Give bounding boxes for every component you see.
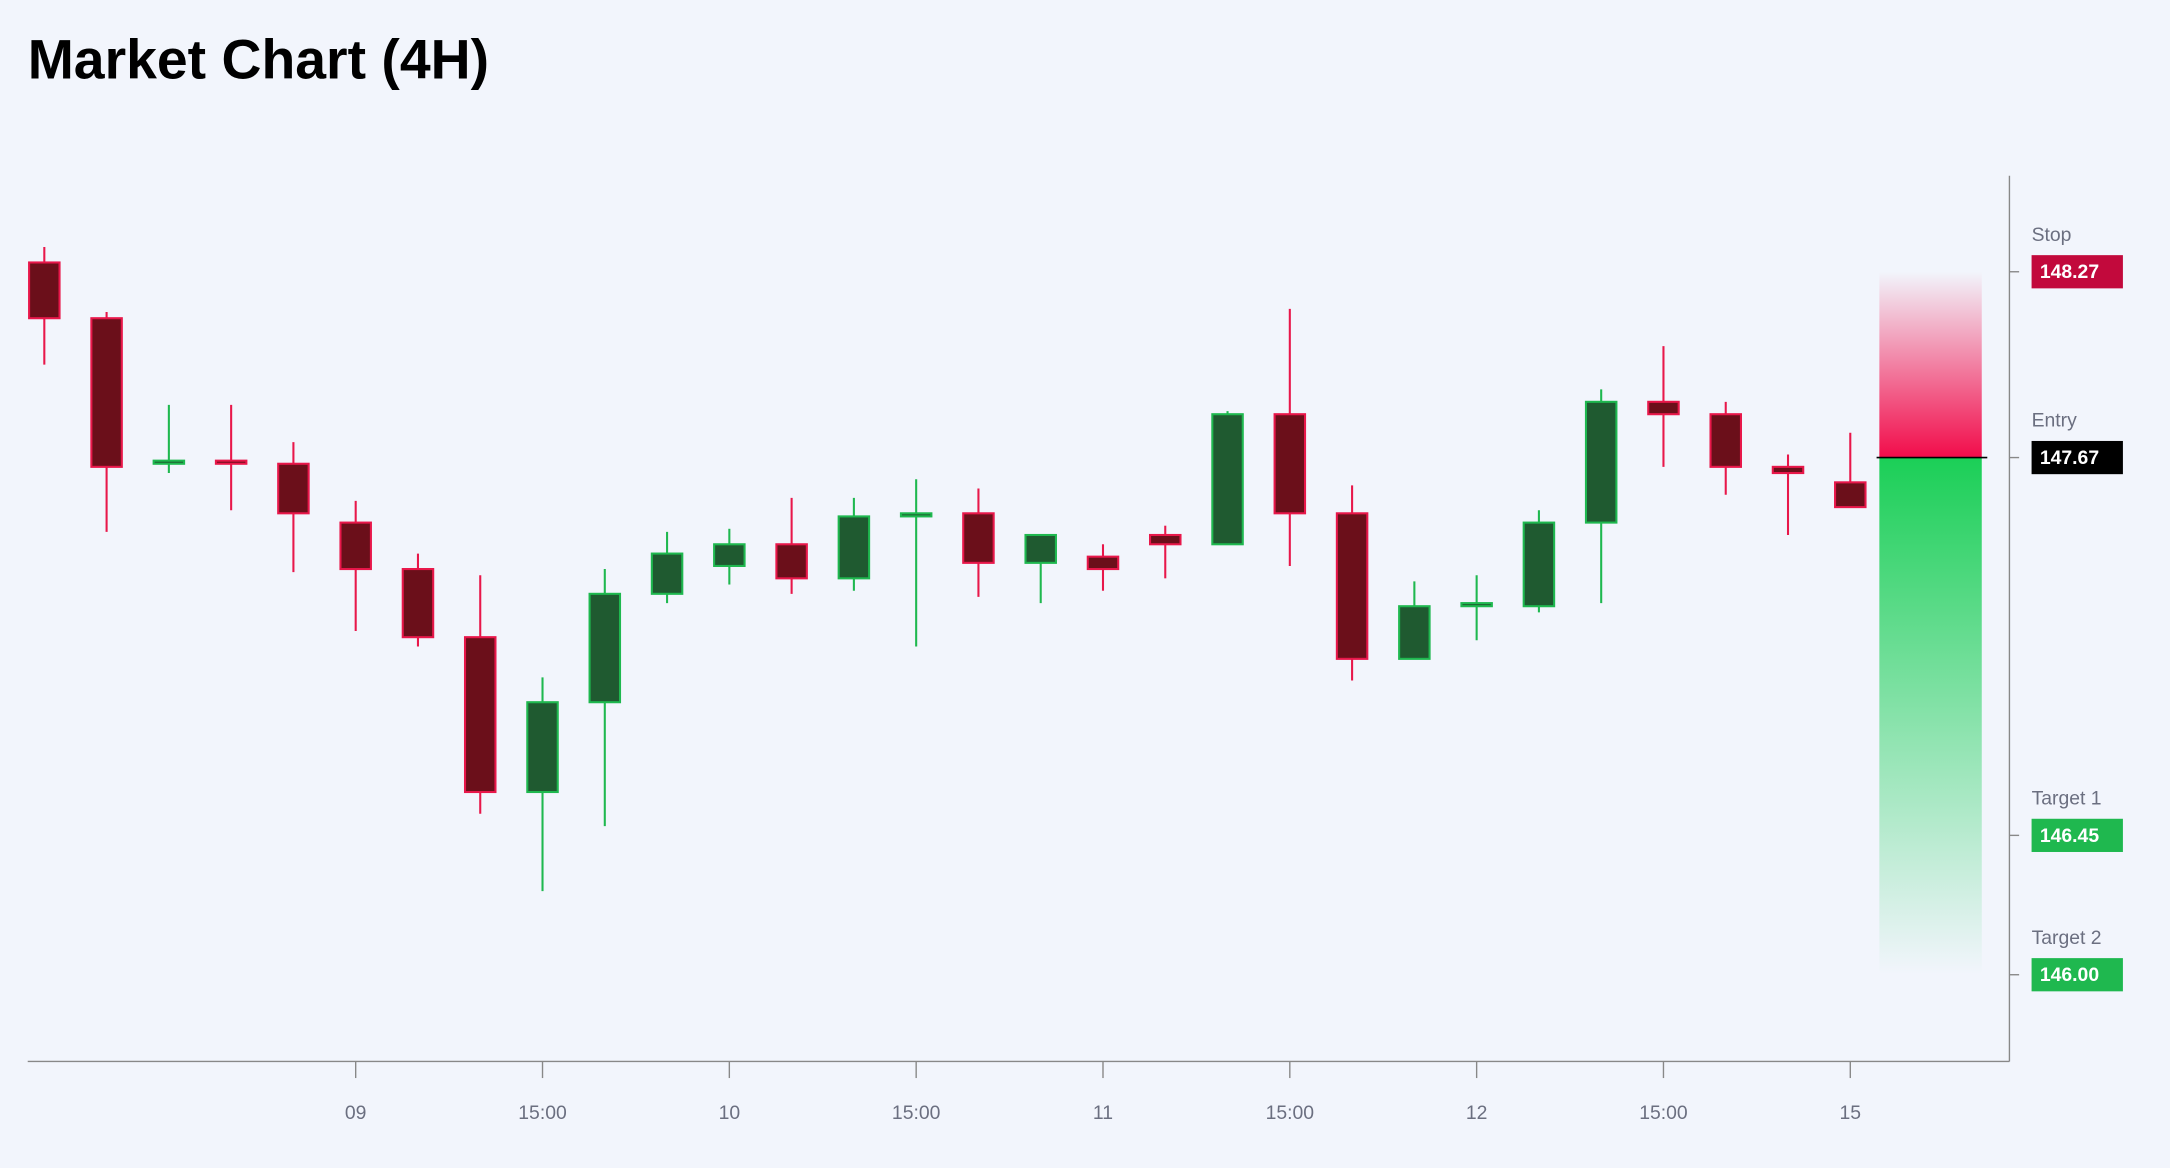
stop-zone <box>1879 271 1982 458</box>
candle-body <box>152 459 186 465</box>
candle-body <box>1771 465 1805 475</box>
candle-body <box>1709 413 1743 468</box>
level-badge <box>2031 958 2123 992</box>
candle-body <box>1211 413 1244 546</box>
candle-body <box>339 521 372 571</box>
candle-body <box>90 317 123 468</box>
level-name: Stop <box>2032 224 2072 246</box>
candle-body <box>1460 602 1493 608</box>
candle-body <box>1086 555 1120 571</box>
x-tick-label: 15:00 <box>1266 1102 1315 1124</box>
candle-body <box>588 592 622 704</box>
x-tick-label: 12 <box>1466 1102 1488 1124</box>
candle-body <box>775 543 808 580</box>
candle-body <box>1335 512 1369 660</box>
x-tick-label: 15 <box>1840 1102 1862 1124</box>
candle-body <box>899 512 933 518</box>
level-name: Target 1 <box>2032 788 2102 810</box>
x-tick-label: 11 <box>1093 1102 1113 1124</box>
candle-body <box>1149 533 1182 546</box>
x-tick-label: 15:00 <box>1639 1102 1688 1124</box>
candle-body <box>1522 521 1556 608</box>
level-name: Entry <box>2032 410 2078 432</box>
candle-body <box>1647 400 1680 416</box>
candle-body <box>962 512 995 564</box>
x-tick-label: 09 <box>345 1102 367 1124</box>
candle-body <box>277 462 310 515</box>
level-badge <box>2031 440 2123 475</box>
candle-body <box>650 552 684 595</box>
chart-title: Market Chart (4H) <box>28 28 489 90</box>
level-value: 148.27 <box>2040 261 2099 283</box>
candle-body <box>837 515 871 580</box>
level-badge <box>2031 818 2123 852</box>
candle-body <box>713 543 746 567</box>
x-tick-label: 10 <box>719 1102 741 1124</box>
candle-body <box>1584 400 1618 524</box>
candle-body <box>463 636 497 794</box>
candle-body <box>401 568 435 639</box>
candle-body <box>1273 413 1307 515</box>
candle-body <box>526 701 559 794</box>
level-value: 146.00 <box>2040 964 2099 986</box>
level-value: 147.67 <box>2040 447 2099 469</box>
level-badge <box>2031 255 2123 289</box>
candle-body <box>28 261 61 320</box>
level-value: 146.45 <box>2040 825 2099 847</box>
candle-body <box>214 459 248 465</box>
candle-body <box>1834 481 1867 509</box>
level-name: Target 2 <box>2032 927 2102 949</box>
target-zone <box>1879 457 1982 975</box>
x-tick-label: 15:00 <box>892 1102 941 1124</box>
x-tick-label: 15:00 <box>518 1102 567 1124</box>
candle-body <box>1398 605 1431 660</box>
candle-body <box>1024 533 1057 564</box>
